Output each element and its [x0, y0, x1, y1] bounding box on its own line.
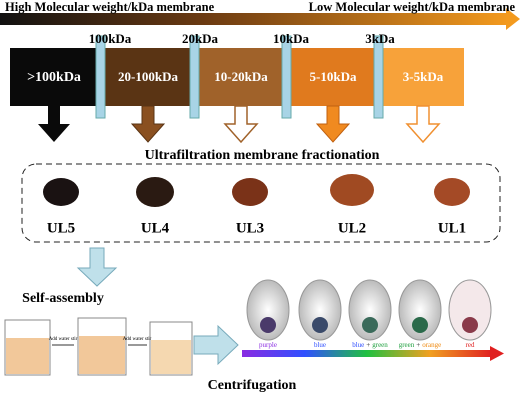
step-label: Add water stir [49, 337, 78, 342]
vial [298, 279, 342, 341]
color-labels: purple blue blue + green green + orange red [259, 341, 475, 349]
fraction: 5-10kDa [310, 69, 357, 84]
down-arrow [76, 247, 118, 287]
membrane [281, 35, 292, 119]
arrow-head [506, 8, 520, 30]
color-word: + [416, 341, 420, 349]
beakers: Add water stir Add water stir [4, 317, 193, 376]
pellet [462, 317, 478, 333]
pellet [312, 317, 328, 333]
color-label: blue [314, 341, 326, 349]
membrane-bar: 100kDa 20kDa 10kDa 3kDa >100kDa 20-100kD… [10, 31, 464, 119]
low-label: Low Molecular weight/kDa membrane [309, 0, 516, 14]
powder [136, 177, 174, 207]
segment [104, 48, 192, 106]
powder [43, 178, 79, 206]
down-arrows [38, 105, 441, 144]
cutoff: 100kDa [89, 31, 132, 46]
vial [448, 279, 492, 341]
arrow [38, 106, 70, 142]
sample-label: UL2 [338, 220, 366, 236]
vials [246, 279, 492, 341]
color-label: purple [259, 341, 277, 349]
liquid [6, 338, 49, 374]
color-label: red [466, 341, 475, 349]
vial [246, 279, 290, 341]
color-label: blue + green [352, 341, 388, 349]
sample-label: UL3 [236, 220, 264, 236]
color-word: purple [259, 341, 277, 349]
arrow [130, 105, 166, 143]
vial [348, 279, 392, 341]
gradient-arrow [0, 13, 508, 25]
arrow [315, 105, 351, 143]
liquid [151, 340, 191, 374]
step-title: Centrifugation [208, 378, 297, 393]
color-word: blue [314, 341, 326, 349]
samples: UL5 UL4 UL3 UL2 UL1 [43, 174, 470, 236]
fraction: 10-20kDa [214, 69, 268, 84]
segment [382, 48, 464, 106]
sample-label: UL4 [141, 220, 170, 236]
powder [232, 178, 268, 206]
cutoff: 3kDa [365, 31, 395, 46]
section-title: Ultrafiltration membrane fractionation [145, 148, 380, 163]
color-word: green [399, 341, 415, 349]
color-word: red [466, 341, 475, 349]
sample-label: UL5 [47, 220, 75, 236]
fraction: 3-5kDa [403, 69, 444, 84]
color-word: blue [352, 341, 364, 349]
color-word: green [372, 341, 388, 349]
pellet [362, 317, 378, 333]
segment [10, 48, 98, 106]
powder [434, 178, 470, 206]
liquid [79, 336, 125, 374]
arrow-head [490, 346, 504, 361]
color-word: orange [422, 341, 441, 349]
high-label: High Molecular weight/kDa membrane [5, 0, 215, 14]
sample-label: UL1 [438, 220, 466, 236]
segment [198, 48, 284, 106]
fraction: >100kDa [27, 70, 81, 85]
vial [398, 279, 442, 341]
powder [330, 174, 374, 206]
step-label: Add water stir [123, 337, 152, 342]
color-word: + [366, 341, 370, 349]
arrow [223, 105, 259, 144]
membrane [189, 35, 200, 119]
right-arrow [193, 324, 239, 366]
step-title: Self-assembly [22, 291, 104, 306]
membrane [373, 35, 384, 119]
cutoff: 20kDa [182, 31, 219, 46]
fraction: 20-100kDa [118, 69, 178, 84]
arrow [405, 105, 441, 144]
pellet [412, 317, 428, 333]
pellet [260, 317, 276, 333]
color-arrow [242, 350, 492, 357]
color-label: green + orange [399, 341, 442, 349]
cutoff: 10kDa [273, 31, 310, 46]
segment [290, 48, 376, 106]
membrane [95, 35, 106, 119]
dashed-box [21, 163, 501, 243]
